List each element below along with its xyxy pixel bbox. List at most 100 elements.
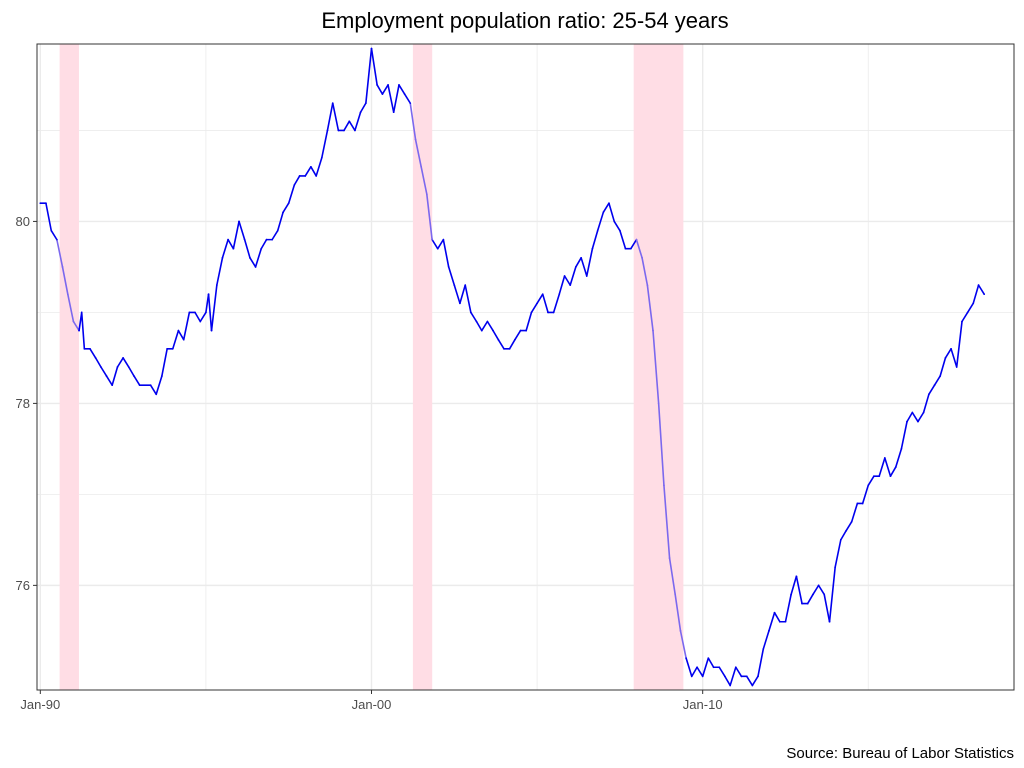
data-point-46 [287,202,290,205]
line-segment-39 [249,257,257,268]
data-point-62 [376,84,378,86]
line-segment-126 [729,666,737,687]
data-point-115 [668,557,671,559]
line-segment-50 [310,166,317,177]
line-segment-144 [828,566,836,623]
data-point-168 [961,320,963,323]
line-segment-44 [276,211,284,232]
data-point-63 [381,93,384,95]
data-point-151 [867,484,870,487]
data-point-52 [321,156,323,159]
line-segment-84 [497,338,505,350]
data-point-83 [492,329,494,332]
data-point-48 [298,175,301,177]
data-point-163 [933,384,936,386]
data-point-49 [304,175,307,177]
line-segment-80 [475,320,483,332]
line-segment-142 [817,584,826,596]
data-point-146 [839,539,842,541]
line-segment-117 [679,630,687,659]
data-point-97 [569,284,572,286]
line-segment-78 [464,284,472,314]
line-segment-37 [238,220,246,241]
line-segment-130 [751,675,759,687]
y-tick-label-1: 78 [16,396,30,411]
line-segment-11 [94,357,102,368]
line-segment-81 [480,320,489,332]
line-segment-22 [161,348,168,377]
series-line-group [39,47,985,687]
data-point-112 [652,329,654,332]
y-tick-label-2: 80 [16,214,30,229]
data-point-156 [894,466,897,468]
line-segment-134 [773,611,781,623]
line-segment-49 [304,166,312,177]
data-point-140 [806,602,809,605]
data-point-127 [735,666,737,669]
line-segment-165 [944,348,952,359]
data-point-95 [558,293,561,296]
line-segment-40 [254,247,263,268]
data-point-51 [315,175,317,177]
line-segment-143 [823,593,831,623]
data-point-6 [72,320,75,323]
line-segment-110 [641,257,649,286]
line-segment-18 [133,375,141,386]
line-segment-158 [906,411,914,423]
data-point-91 [536,302,538,305]
line-segment-136 [784,593,792,623]
data-point-54 [331,102,334,104]
plot-border [36,43,1015,691]
data-point-14 [111,384,113,386]
data-point-47 [293,184,296,186]
data-point-101 [591,247,594,250]
data-point-90 [530,311,533,314]
line-segment-140 [806,593,814,605]
line-segment-118 [685,657,693,678]
data-point-138 [795,575,798,578]
data-point-22 [161,375,163,377]
data-point-94 [552,311,555,314]
line-segment-116 [674,593,682,632]
data-point-12 [100,366,102,368]
line-segment-26 [182,311,191,341]
line-segment-122 [707,657,715,669]
line-segment-75 [447,266,456,286]
data-point-88 [519,329,522,332]
data-point-128 [740,675,743,678]
line-segment-69 [414,138,422,168]
data-point-9 [83,348,86,350]
line-segment-28 [194,311,202,323]
data-point-89 [525,329,527,332]
data-point-70 [420,166,422,168]
data-point-15 [116,366,119,368]
data-point-77 [459,302,461,305]
line-segment-129 [745,675,754,687]
data-point-44 [276,229,279,232]
chart-title: Employment population ratio: 25-54 years [321,8,728,33]
data-point-71 [426,193,428,195]
data-point-41 [260,247,263,250]
line-segment-62 [376,84,384,95]
line-segment-21 [155,375,163,396]
line-segment-20 [149,384,158,396]
line-segment-111 [646,284,654,332]
data-point-109 [635,238,638,241]
line-segment-60 [365,47,373,104]
major-gridlines [37,44,1014,690]
data-point-43 [271,238,273,241]
data-point-167 [955,366,958,368]
line-segment-168 [961,311,969,323]
line-segment-33 [216,257,224,286]
data-point-11 [94,357,97,359]
data-point-84 [497,338,500,341]
line-segment-86 [508,338,516,350]
data-point-155 [889,475,892,477]
line-segment-99 [580,257,588,277]
data-point-36 [232,247,235,250]
line-segment-167 [955,320,963,368]
data-point-162 [928,393,930,396]
data-point-56 [343,129,345,132]
data-point-148 [850,520,853,523]
